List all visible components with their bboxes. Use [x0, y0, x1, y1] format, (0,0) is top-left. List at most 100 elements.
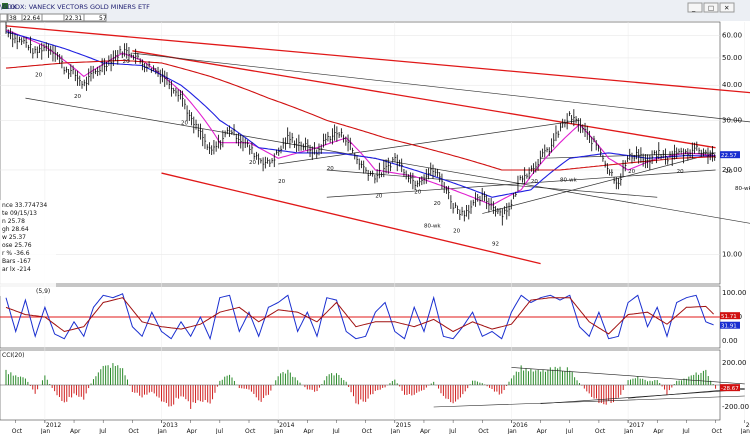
x-tick-month: Jul [98, 428, 107, 434]
cci-last-badge [720, 384, 740, 392]
x-tick-month: Oct [595, 428, 606, 434]
window-title: GDX: VANECK VECTORS GOLD MINERS ETF [10, 3, 150, 11]
trendline [482, 152, 716, 214]
cycle-annotation: 80-wk [424, 223, 441, 229]
info-line-1: te 09/15/13 [2, 210, 37, 217]
cycle-annotation: 20 [677, 169, 684, 175]
cycle-annotation: 20 [375, 193, 382, 199]
x-tick-month: Oct [12, 428, 23, 434]
stoch-y-tick: 0.00 [722, 337, 738, 345]
x-tick-year: 2016 [512, 422, 527, 429]
price-y-tick: 30.00 [722, 116, 742, 124]
header-fields: 38 22.64 22.31 57 [7, 13, 107, 22]
cycle-annotation: 20 [35, 72, 42, 78]
x-tick-month: Apr [420, 428, 431, 434]
cycle-annotation: 20 [628, 169, 635, 175]
x-tick-month: Jan [740, 428, 750, 434]
price-y-tick: 20.00 [722, 166, 742, 174]
x-tick-month: Oct [362, 428, 373, 434]
header-field-0: 38 [9, 15, 17, 22]
cci-last-label: -28.67 [721, 386, 739, 392]
minimize-icon: _ [691, 4, 696, 12]
x-tick-year: 2015 [396, 422, 411, 429]
cycle-annotation: 20 [249, 160, 256, 166]
maximize-icon: □ [708, 4, 714, 12]
x-tick-year: 2018 [746, 422, 750, 429]
cci-y-tick: -200.00 [722, 403, 749, 411]
app-icon [2, 3, 8, 9]
maximize-button[interactable] [703, 2, 719, 13]
stochastic-title: (5,9) [36, 288, 50, 295]
cycle-annotation: 92 [492, 241, 499, 247]
stoch-k-line [5, 293, 714, 341]
x-tick-month: Jul [215, 428, 224, 434]
header-field-1: 22.64 [23, 15, 40, 22]
x-tick-month: Jul [448, 428, 457, 434]
cci-trendline [511, 367, 745, 385]
x-tick-month: Jan [273, 428, 283, 434]
x-tick-year: 2013 [163, 422, 178, 429]
stoch-k-badge [720, 321, 740, 329]
x-tick-month: Jul [681, 428, 690, 434]
stoch-y-tick: 100.00 [722, 289, 747, 297]
window-controls: _ □ ✕ [687, 2, 735, 13]
symbol-box[interactable] [0, 13, 8, 22]
x-tick-month: Apr [303, 428, 314, 434]
cycle-annotation: 20 [327, 166, 334, 172]
header-field-3: 57 [99, 15, 107, 22]
trendline [326, 169, 716, 198]
cycle-annotation: 80-wk [560, 178, 577, 184]
ma-mid-line [5, 31, 716, 198]
title-bar [0, 0, 750, 21]
info-line-8: ar lx -214 [2, 266, 31, 273]
info-line-6: r % -36.6 [2, 250, 30, 257]
stoch-d-label: 51.71 [721, 314, 737, 320]
last-price-badge [720, 151, 740, 159]
price-y-tick: 60.00 [722, 32, 742, 40]
x-tick-month: Oct [712, 428, 723, 434]
info-line-2: n 25.78 [2, 218, 25, 225]
x-tick-month: Jul [565, 428, 574, 434]
info-line-4: w 25.37 [2, 234, 26, 241]
info-panel: nce 33.774734 te 09/15/13 n 25.78 gh 28.… [0, 200, 56, 296]
x-tick-month: Apr [653, 428, 664, 434]
cycle-annotation: 20 [434, 201, 441, 207]
ma-long-line [5, 59, 716, 171]
trendline [132, 52, 750, 123]
grid-layer [0, 22, 745, 420]
cci-trendline [433, 395, 745, 408]
symbol-label: \GDX [0, 3, 17, 11]
oscillator-layer [0, 293, 745, 409]
header-field-2: 22.31 [65, 15, 82, 22]
x-tick-year: 2017 [629, 422, 644, 429]
price-y-tick: 10.00 [722, 251, 742, 259]
info-line-7: Bars -167 [2, 258, 31, 265]
x-tick-month: Jan [40, 428, 50, 434]
cycle-annotation: 20 [414, 189, 421, 195]
stoch-d-line [5, 297, 714, 335]
cci-title: CCI(20) [2, 352, 24, 359]
x-tick-month: Apr [70, 428, 81, 434]
close-icon: ✕ [724, 4, 729, 12]
trendline [5, 25, 750, 94]
trendline [132, 50, 716, 149]
minimize-button[interactable] [687, 2, 703, 13]
cci-y-tick: 200.00 [722, 359, 747, 367]
close-button[interactable] [719, 2, 735, 13]
cycle-annotation: 80-wk [735, 186, 750, 192]
trendline [161, 172, 541, 265]
x-tick-month: Apr [187, 428, 198, 434]
x-tick-month: Oct [478, 428, 489, 434]
x-tick-year: 2014 [279, 422, 294, 429]
cycle-annotation: 20 [453, 228, 460, 234]
info-line-0: nce 33.774734 [2, 202, 47, 209]
price-y-tick: 40.00 [722, 81, 742, 89]
x-tick-year: 2012 [46, 422, 61, 429]
trendline [278, 120, 580, 165]
stoch-d-badge [720, 312, 740, 320]
x-tick-month: Apr [537, 428, 548, 434]
axis-layer: 60.00 50.00 40.00 30.00 20.00 10.00 22.57 100.0… [12, 32, 750, 434]
